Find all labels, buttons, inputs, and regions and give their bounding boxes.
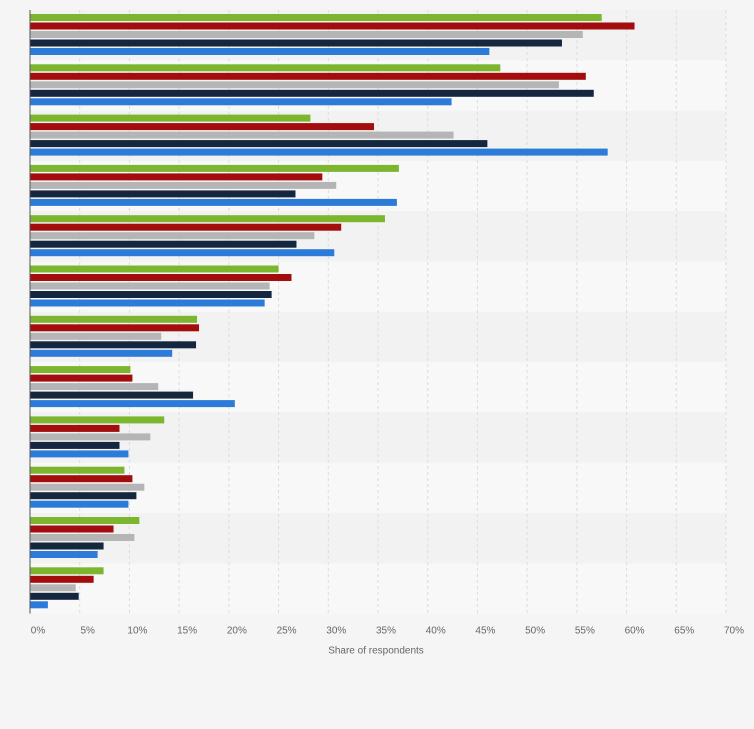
bar[interactable] [30, 483, 145, 491]
x-tick-label: 65% [674, 626, 694, 637]
bar[interactable] [30, 123, 375, 131]
x-tick-label: 35% [376, 626, 396, 637]
x-tick-label: 15% [177, 626, 197, 637]
bar[interactable] [30, 274, 292, 281]
bar[interactable] [30, 22, 635, 30]
bar[interactable] [30, 441, 120, 449]
bar[interactable] [30, 98, 452, 106]
x-axis-label: Share of respondents [328, 646, 424, 657]
bar[interactable] [30, 265, 279, 273]
bar[interactable] [30, 341, 197, 349]
bar[interactable] [30, 492, 137, 500]
bar[interactable] [30, 400, 235, 408]
x-tick-label: 30% [326, 626, 346, 637]
bar[interactable] [30, 332, 162, 340]
bar[interactable] [30, 114, 311, 122]
bar[interactable] [30, 525, 114, 533]
bar[interactable] [30, 148, 608, 156]
bar[interactable] [30, 64, 501, 72]
bar[interactable] [30, 366, 131, 374]
bar[interactable] [30, 391, 194, 399]
bar[interactable] [30, 31, 583, 38]
bar[interactable] [30, 575, 94, 583]
bar[interactable] [30, 424, 120, 432]
bar[interactable] [30, 584, 76, 592]
bar[interactable] [30, 383, 159, 391]
bar[interactable] [30, 299, 265, 307]
bar[interactable] [30, 592, 79, 600]
bar[interactable] [30, 450, 129, 458]
bar[interactable] [30, 466, 125, 474]
bar[interactable] [30, 291, 272, 298]
bar[interactable] [30, 14, 602, 21]
x-tick-label: 5% [80, 626, 95, 637]
bar[interactable] [30, 282, 270, 290]
bar[interactable] [30, 72, 586, 80]
bar[interactable] [30, 433, 151, 441]
bars [30, 14, 635, 609]
x-tick-label: 50% [525, 626, 545, 637]
bar[interactable] [30, 517, 140, 524]
x-tick-label: 20% [227, 626, 247, 637]
bar[interactable] [30, 131, 454, 139]
bar[interactable] [30, 374, 133, 382]
x-tick-label: 40% [426, 626, 446, 637]
bar[interactable] [30, 500, 129, 508]
bar[interactable] [30, 215, 385, 223]
bar[interactable] [30, 223, 342, 231]
bar[interactable] [30, 81, 559, 89]
bar[interactable] [30, 173, 323, 181]
x-tick-label: 55% [575, 626, 595, 637]
bar[interactable] [30, 140, 488, 148]
bar[interactable] [30, 534, 135, 541]
bar[interactable] [30, 240, 297, 248]
bar[interactable] [30, 39, 562, 47]
x-tick-label: 70% [724, 626, 744, 637]
x-tick-label: 0% [31, 626, 46, 637]
bar[interactable] [30, 542, 104, 550]
bar[interactable] [30, 416, 165, 424]
bar[interactable] [30, 475, 133, 483]
bar[interactable] [30, 48, 490, 55]
bar[interactable] [30, 551, 98, 558]
bar[interactable] [30, 198, 397, 206]
x-axis-ticks: 0% 5% 10% 15% 20% 25% 30% 35% 40% 45% 50% 55% 60% 65%… [31, 626, 744, 637]
x-tick-label: 45% [475, 626, 495, 637]
x-tick-label: 10% [127, 626, 147, 637]
x-tick-label: 60% [625, 626, 645, 637]
bar[interactable] [30, 190, 296, 198]
bar[interactable] [30, 89, 594, 97]
x-tick-label: 25% [277, 626, 297, 637]
bar[interactable] [30, 567, 104, 575]
bar[interactable] [30, 181, 337, 189]
bar[interactable] [30, 324, 200, 332]
bar[interactable] [30, 249, 335, 257]
bar[interactable] [30, 232, 315, 240]
bar[interactable] [30, 601, 48, 609]
bar[interactable] [30, 349, 173, 357]
bar[interactable] [30, 164, 399, 172]
grid-lines [79, 10, 727, 614]
bar[interactable] [30, 315, 198, 323]
